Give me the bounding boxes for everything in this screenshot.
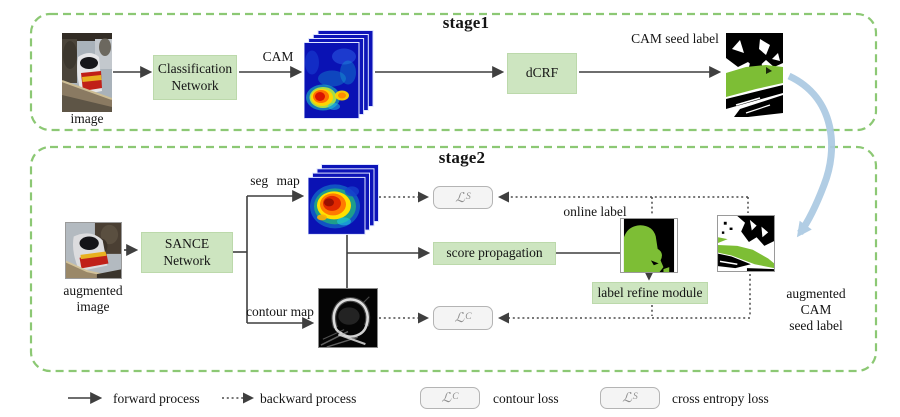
legend-contour-loss-label: contour loss (493, 391, 559, 406)
online-label-image (620, 218, 678, 273)
cam-seed-image (726, 33, 783, 117)
online-label-caption: online label (563, 204, 627, 219)
label-refine-module-box: label refine module (592, 282, 708, 304)
stage-transfer-arrow (787, 72, 836, 238)
input-image-caption: image (70, 111, 104, 126)
augmented-image-caption: augmented image (63, 283, 123, 314)
augmented-image (65, 222, 122, 279)
input-image (62, 33, 112, 112)
cam-map-stack (304, 30, 374, 119)
legend-backward-label: backward process (260, 391, 357, 406)
cam-seed-caption: CAM seed label (631, 31, 719, 46)
dcrf-box: dCRF (507, 53, 577, 94)
seg-map-stack (308, 164, 379, 235)
sance-network-box: SANCE Network (141, 232, 233, 273)
cam-arrow-label: CAM (262, 49, 294, 64)
stage2-title: stage2 (438, 148, 486, 167)
contour-map-image (318, 288, 378, 348)
classification-network-box: Classification Network (153, 55, 237, 100)
seg-heatmap (308, 176, 366, 235)
augmented-seed-caption: augmented CAM seed label (786, 286, 846, 333)
score-propagation-box: score propagation (433, 242, 556, 265)
augmented-seed-image (717, 215, 775, 272)
contour-map-label: contour map (246, 304, 314, 319)
seg-map-label: seg map (250, 173, 300, 188)
legend-cross-entropy-label: cross entropy loss (672, 391, 769, 406)
legend-forward-label: forward process (113, 391, 200, 406)
cam-heatmap (304, 42, 360, 119)
stage1-title: stage1 (442, 13, 490, 32)
